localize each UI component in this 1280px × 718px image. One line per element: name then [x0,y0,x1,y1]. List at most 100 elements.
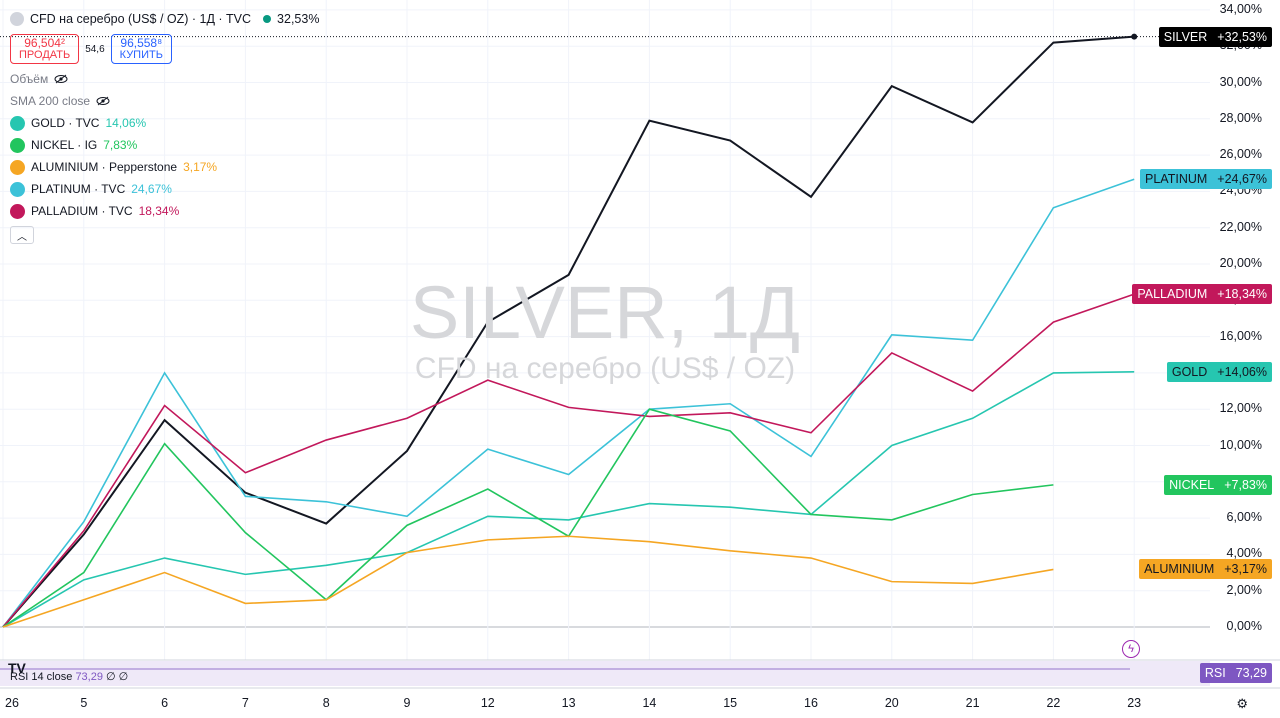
x-tick-label: 23 [1127,696,1142,710]
series-line-aluminium [2,535,1054,628]
series-tag-platinum: PLATINUM +24,67% [1140,169,1272,190]
compare-symbol-change: 18,34% [138,204,180,218]
symbol-logo-icon [10,181,25,197]
tradingview-logo-icon: TV [8,660,26,676]
compare-symbol-row[interactable]: PLATINUM · TVC 24,67% [10,178,319,200]
y-tick-label: 22,00% [1219,219,1262,234]
watermark-subtitle: CFD на серебро (US$ / OZ) [414,352,796,385]
rsi-tag: RSI 73,29 [1199,663,1272,683]
y-tick-label: 28,00% [1219,110,1262,125]
series-tag-value: +18,34% [1217,287,1267,302]
symbol-logo-icon [10,137,25,153]
series-line-palladium [2,293,1135,628]
series-tag-name: GOLD [1171,364,1208,379]
series-tag-name: NICKEL [1169,477,1215,492]
series-tag-name: ALUMINIUM [1144,562,1215,577]
watermark-title: SILVER, 1Д [409,271,801,354]
x-tick-label: 6 [161,696,169,710]
y-tick-label: 16,00% [1219,328,1262,343]
x-tick-label: 21 [965,696,980,710]
x-tick-label: 5 [80,696,88,710]
series-tag-value: +7,83% [1224,477,1267,492]
y-tick-label: 6,00% [1226,510,1262,525]
x-tick-label: 14 [642,696,657,710]
market-open-icon [263,15,272,23]
y-tick-label: 0,00% [1226,619,1262,633]
compare-symbol-change: 24,67% [131,182,172,196]
silver-symbol-icon [10,12,24,26]
chevron-up-icon: ︿ [17,231,27,243]
hidden-eye-icon[interactable] [96,96,110,106]
rsi-extra: ∅ ∅ [106,671,129,683]
series-tag-value: +14,06% [1217,364,1267,379]
series-tag-name: PLATINUM [1145,172,1208,187]
volume-indicator[interactable]: Объём [10,68,319,90]
symbol-logo-icon [10,203,25,219]
sma-label: SMA 200 close [10,94,91,108]
rsi-pane [0,661,1210,686]
sell-price: 96,504² [24,36,65,50]
settings-gear-icon[interactable]: ⚙ [1236,696,1248,711]
compare-symbol-change: 14,06% [105,116,147,130]
symbol-header[interactable]: CFD на серебро (US$ / OZ) · 1Д · TVC 32,… [10,10,319,28]
compare-symbol-label: PLATINUM · TVC [31,182,126,196]
y-tick-label: 2,00% [1226,582,1262,597]
compare-symbol-label: ALUMINIUM · Pepperstone [31,160,178,174]
y-tick-label: 26,00% [1219,147,1262,162]
series-line-silver [2,35,1135,628]
series-tag-silver: SILVER +32,53% [1158,26,1272,47]
series-tag-value: +3,17% [1224,562,1267,577]
compare-symbol-change: 3,17% [183,160,218,174]
sma-indicator[interactable]: SMA 200 close [10,90,319,112]
rsi-value: 73,29 [75,671,103,683]
series-line-nickel [2,408,1054,628]
x-tick-label: 13 [561,696,576,710]
hidden-eye-icon[interactable] [54,74,68,84]
x-tick-label: 12 [480,696,495,710]
spread: 54,6 [85,43,105,55]
y-tick-label: 4,00% [1226,546,1262,561]
y-tick-label: 30,00% [1219,74,1262,89]
symbol-logo-icon [10,159,25,175]
compare-symbol-label: PALLADIUM · TVC [31,204,133,218]
x-tick-label: 7 [241,696,249,710]
symbol-title: CFD на серебро (US$ / OZ) · 1Д · TVC [30,12,252,26]
x-tick-label: 8 [322,696,330,710]
lightning-icon[interactable]: ϟ [1122,640,1140,658]
series-tag-value: +32,53% [1217,29,1267,44]
buy-label: КУПИТЬ [119,49,163,61]
compare-symbol-row[interactable]: GOLD · TVC 14,06% [10,112,319,134]
buy-button[interactable]: 96,558⁸ КУПИТЬ [110,34,172,64]
x-tick-label: 26 [5,696,19,710]
y-tick-label: 10,00% [1219,437,1262,452]
x-tick-label: 9 [403,696,411,710]
x-tick-label: 22 [1046,696,1061,710]
compare-symbol-row[interactable]: ALUMINIUM · Pepperstone 3,17% [10,156,319,178]
series-tag-name: PALLADIUM [1137,287,1208,302]
sell-button[interactable]: 96,504² ПРОДАТЬ [10,34,80,64]
collapse-legend-button[interactable]: ︿ [10,226,34,244]
x-tick-label: 20 [884,696,899,710]
series-tag-aluminium: ALUMINIUM +3,17% [1139,559,1272,580]
y-tick-label: 20,00% [1219,256,1262,270]
rsi-tag-label: RSI [1204,666,1226,680]
x-tick-label: 15 [723,696,738,710]
buy-price: 96,558⁸ [120,36,163,50]
symbol-change: 32,53% [277,12,320,26]
compare-symbol-change: 7,83% [103,138,138,152]
series-tag-value: +24,67% [1217,172,1267,187]
series-tag-nickel: NICKEL +7,83% [1164,474,1272,495]
y-tick-label: 34,00% [1219,1,1262,16]
series-tag-gold: GOLD +14,06% [1166,361,1272,382]
compare-symbol-label: GOLD · TVC [31,116,100,130]
symbol-logo-icon [10,115,25,131]
trade-panel: 96,504² ПРОДАТЬ 54,6 96,558⁸ КУПИТЬ [10,34,319,64]
compare-symbols: GOLD · TVC 14,06% NICKEL · IG 7,83% ALUMINIU… [10,112,319,222]
compare-symbol-label: NICKEL · IG [31,138,98,152]
compare-symbol-row[interactable]: NICKEL · IG 7,83% [10,134,319,156]
compare-symbol-row[interactable]: PALLADIUM · TVC 18,34% [10,200,319,222]
rsi-legend[interactable]: RSI 14 close 73,29 ∅ ∅ [10,670,128,683]
rsi-tag-value: 73,29 [1235,666,1267,680]
series-line-platinum [2,178,1135,628]
